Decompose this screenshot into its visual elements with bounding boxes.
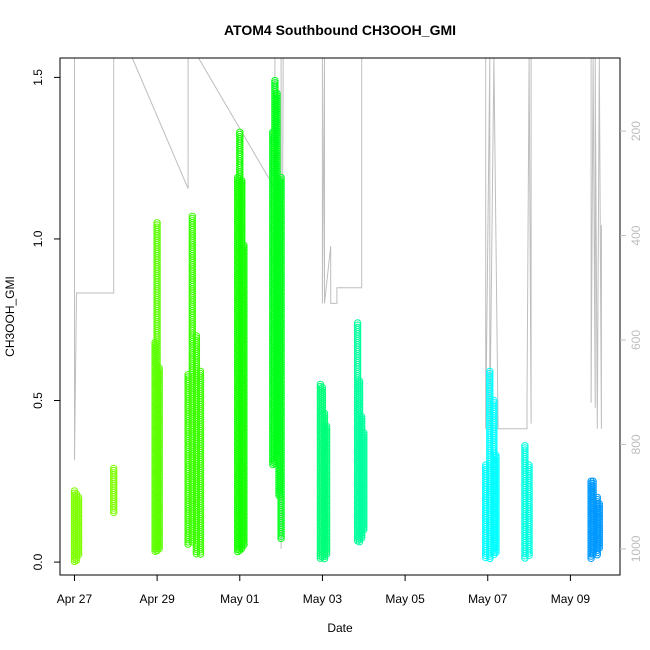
data-point — [240, 540, 248, 549]
series-8 — [521, 442, 533, 562]
x-axis-label: Date — [327, 621, 353, 635]
data-point — [240, 538, 248, 547]
data-point — [184, 536, 192, 544]
data-point — [360, 521, 368, 529]
right-tick-label: 400 — [629, 225, 643, 245]
x-tick-label: May 03 — [303, 592, 343, 606]
right-tick-label: 200 — [629, 121, 643, 141]
right-tick-label: 800 — [629, 434, 643, 454]
x-tick-label: May 05 — [385, 592, 425, 606]
data-point — [593, 546, 601, 554]
data-point — [492, 546, 500, 554]
series-0 — [70, 464, 118, 566]
data-point — [587, 554, 595, 562]
series-layer — [70, 76, 603, 566]
chart-title: ATOM4 Southbound CH3OOH_GMI — [224, 22, 456, 38]
x-tick-label: Apr 27 — [57, 592, 93, 606]
data-point — [593, 548, 601, 557]
data-point — [184, 540, 192, 548]
data-point — [360, 523, 368, 532]
plot-frame — [59, 57, 621, 576]
series-3 — [234, 128, 248, 556]
data-point — [486, 552, 494, 560]
right-tick-label: 600 — [629, 330, 643, 350]
data-point — [492, 544, 500, 552]
data-point — [595, 542, 603, 550]
data-point — [155, 542, 163, 551]
series-4 — [269, 76, 285, 543]
data-point — [155, 540, 163, 548]
data-point — [595, 544, 603, 552]
series-6 — [353, 319, 368, 546]
data-point — [360, 525, 368, 534]
data-point — [74, 551, 83, 559]
data-point — [322, 545, 331, 554]
series-9 — [587, 477, 603, 562]
data-point — [277, 530, 285, 538]
data-point — [358, 534, 366, 542]
data-point — [192, 545, 201, 553]
series-5 — [316, 380, 331, 563]
data-point — [525, 549, 533, 557]
data-point — [593, 551, 601, 559]
series-2 — [184, 212, 205, 558]
data-point — [320, 554, 329, 563]
data-point — [196, 545, 205, 554]
data-point — [110, 506, 118, 514]
y-tick-label: 1.0 — [31, 230, 45, 247]
y-tick-label: 0.5 — [31, 392, 45, 409]
series-7 — [482, 367, 500, 563]
right-tick-label: 1000 — [629, 535, 643, 562]
data-point — [74, 546, 83, 554]
data-point — [322, 550, 331, 558]
data-point — [490, 548, 498, 556]
x-tick-label: May 09 — [551, 592, 591, 606]
right-axis: 200 400 600 800 1000 — [620, 121, 643, 562]
data-point — [490, 546, 498, 554]
data-point — [192, 550, 201, 558]
data-point — [110, 508, 118, 517]
data-point — [184, 538, 192, 546]
data-point — [320, 552, 329, 561]
y-axis: 0.0 0.5 1.0 1.5 — [31, 69, 60, 570]
data-point — [525, 547, 533, 555]
data-point — [192, 547, 201, 556]
data-point — [196, 548, 205, 556]
y-tick-label: 1.5 — [31, 69, 45, 86]
data-point — [322, 548, 331, 556]
x-tick-label: Apr 29 — [139, 592, 175, 606]
data-point — [110, 504, 118, 512]
data-point — [153, 546, 161, 555]
data-point — [595, 539, 603, 548]
data-point — [155, 544, 163, 553]
data-point — [277, 532, 285, 540]
data-point — [490, 550, 498, 559]
data-point — [236, 546, 244, 554]
data-point — [525, 551, 533, 559]
data-point — [240, 536, 248, 544]
data-point — [196, 550, 205, 558]
y-axis-label: CH3OOH_GMI — [3, 276, 17, 357]
y-tick-label: 0.0 — [31, 553, 45, 570]
data-point — [486, 554, 494, 563]
data-point — [74, 548, 83, 557]
x-axis: Apr 27 Apr 29 May 01 May 03 May 05 May 07 May … — [57, 575, 591, 606]
x-tick-label: May 07 — [468, 592, 508, 606]
x-tick-label: May 01 — [220, 592, 260, 606]
data-point — [492, 548, 500, 556]
data-point — [277, 534, 285, 543]
series-1 — [151, 219, 163, 555]
data-point — [589, 550, 597, 558]
